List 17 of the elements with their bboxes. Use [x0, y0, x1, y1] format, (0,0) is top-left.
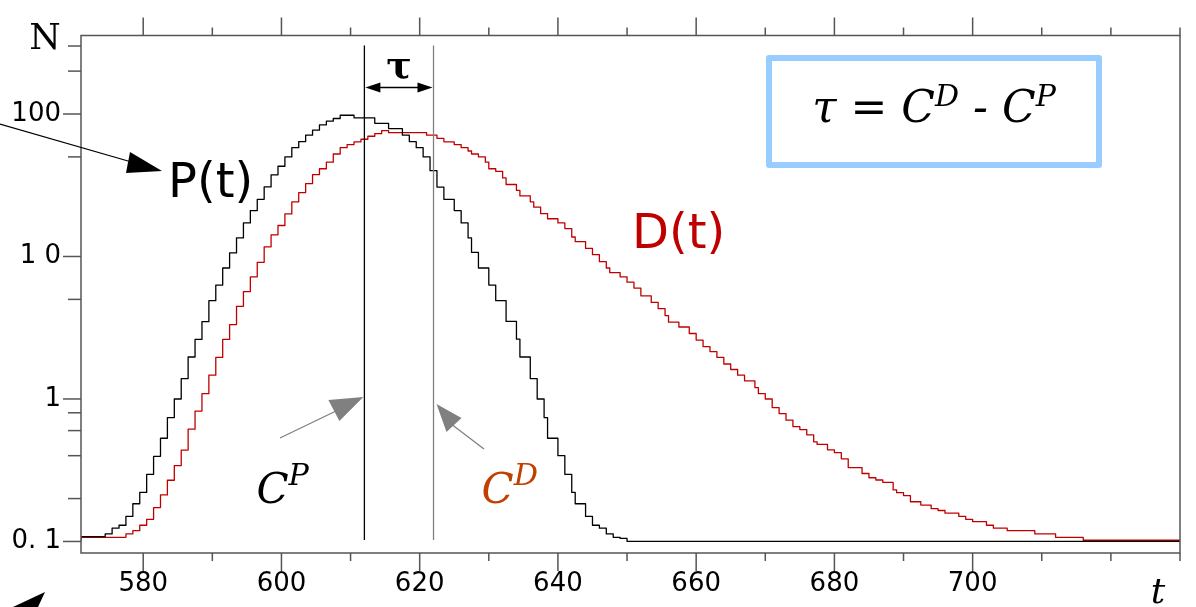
y-tick-label: 1 [44, 381, 61, 412]
x-tick-label: 660 [671, 567, 721, 598]
y-tick-label: 1 0 [19, 239, 61, 270]
annotation: τ [386, 41, 412, 87]
y-tick-label: 100 [11, 96, 61, 127]
series-label: D(t) [632, 203, 726, 259]
annotation: τ = C$^{D}$ - C$^{P}$ [811, 78, 1057, 132]
series-label: P(t) [168, 152, 254, 208]
x-tick-label: 640 [533, 567, 583, 598]
x-tick-label: 700 [947, 567, 998, 598]
x-tick-label: 620 [394, 567, 445, 598]
x-tick-label: 600 [256, 567, 307, 598]
x-tick-label: 680 [809, 567, 860, 598]
y-axis-title: N [29, 16, 61, 57]
x-tick-label: 580 [118, 567, 169, 598]
x-axis-title: t [1150, 570, 1166, 607]
y-tick-label: 0. 1 [11, 524, 61, 555]
